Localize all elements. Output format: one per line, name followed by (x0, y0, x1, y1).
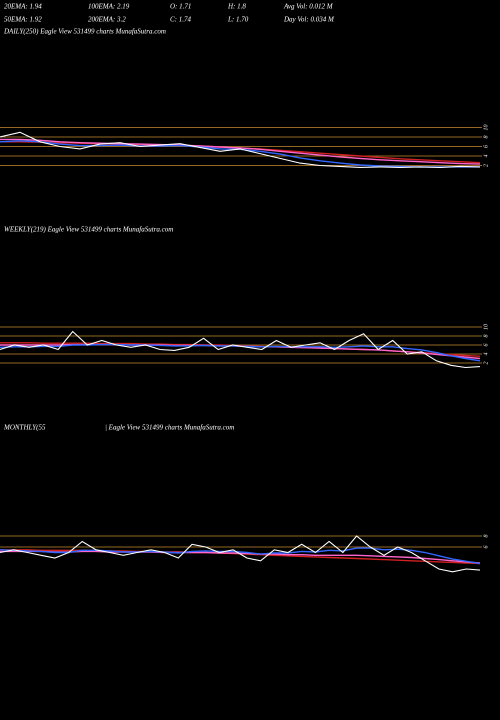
price-line (0, 547, 481, 565)
panel-title: WEEKLY(219) Eagle View 531499 charts Mun… (4, 226, 173, 234)
header-stat: Day Vol: 0.034 M (283, 16, 335, 24)
header-stat: C: 1.74 (170, 16, 192, 24)
panel-title: MONTHLY(55 (3, 424, 46, 432)
header-stat: Avg Vol: 0.012 M (283, 3, 334, 11)
header-stat: L: 1.70 (227, 16, 249, 24)
panel-subtitle: | Eagle View 531499 charts MunafaSutra.c… (105, 424, 234, 432)
header-stat: 50EMA: 1.92 (4, 16, 42, 24)
y-tick-label: 4 (482, 353, 489, 356)
y-tick-label: 8 (483, 136, 489, 139)
header-stat: 100EMA: 2.19 (88, 3, 130, 11)
y-tick-label: 6 (483, 344, 489, 347)
panel-title: DAILY(250) Eagle View 531499 charts Muna… (3, 28, 166, 36)
y-tick-label: 10 (483, 125, 489, 131)
header-stat: 200EMA: 3.2 (88, 16, 126, 24)
header-stat: O: 1.71 (170, 3, 191, 11)
y-tick-label: 2 (483, 362, 489, 365)
y-tick-label: 6 (483, 145, 489, 148)
price-line (0, 131, 481, 168)
y-tick-label: 8 (483, 335, 489, 338)
price-line (0, 535, 481, 573)
y-tick-label: 4 (482, 155, 489, 158)
price-line (0, 343, 481, 362)
header-stat: 20EMA: 1.94 (4, 3, 42, 11)
y-tick-label: 10 (483, 324, 489, 330)
price-line (0, 330, 481, 369)
y-tick-label: 2 (483, 164, 489, 167)
price-line (0, 140, 480, 168)
price-line (0, 138, 481, 165)
y-tick-label: 8 (483, 535, 489, 538)
header-stat: H: 1.8 (227, 3, 246, 11)
y-tick-label: 6 (483, 546, 489, 549)
